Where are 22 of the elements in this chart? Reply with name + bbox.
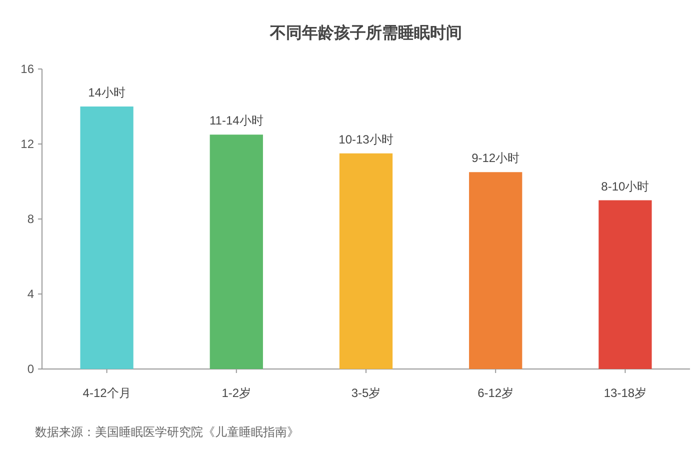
data-label: 11-14小时 — [209, 114, 264, 128]
bar — [598, 200, 652, 369]
x-tick-label: 4-12个月 — [82, 386, 131, 400]
bar — [339, 153, 393, 369]
y-tick-label: 8 — [27, 212, 34, 226]
bar — [469, 172, 522, 369]
data-label: 10-13小时 — [338, 132, 394, 146]
chart-title: 不同年龄孩子所需睡眠时间 — [269, 24, 462, 42]
y-tick-label: 16 — [20, 62, 34, 76]
bar — [210, 134, 263, 369]
data-label: 9-12小时 — [472, 151, 520, 166]
y-tick-label: 12 — [20, 137, 34, 151]
x-tick-label: 13-18岁 — [604, 386, 647, 400]
x-tick-label: 3-5岁 — [351, 386, 381, 400]
x-tick-label: 1-2岁 — [222, 386, 252, 400]
bar — [80, 106, 134, 369]
data-label: 8-10小时 — [601, 179, 650, 194]
source-note: 数据来源：美国睡眠医学研究院《儿童睡眠指南》 — [35, 425, 299, 439]
x-tick-label: 6-12岁 — [478, 386, 514, 400]
y-tick-label: 4 — [27, 287, 34, 301]
y-tick-label: 0 — [27, 362, 34, 376]
data-label: 14小时 — [88, 86, 126, 100]
